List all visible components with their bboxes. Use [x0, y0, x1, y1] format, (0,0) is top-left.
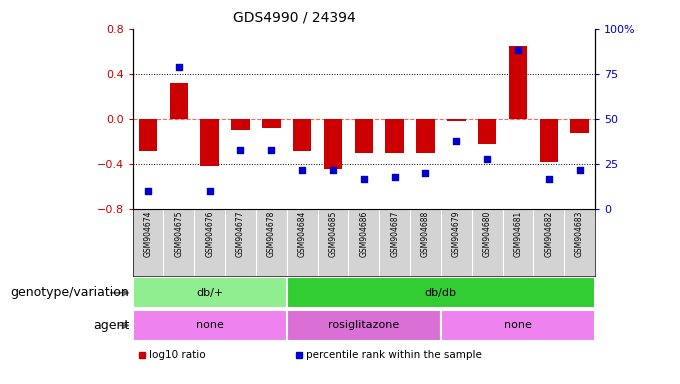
Bar [133, 277, 287, 308]
Point [266, 147, 277, 153]
Text: percentile rank within the sample: percentile rank within the sample [306, 350, 482, 360]
Bar [324, 119, 342, 169]
Bar [231, 119, 250, 130]
Text: GSM904677: GSM904677 [236, 210, 245, 257]
Text: GSM904684: GSM904684 [298, 210, 307, 257]
Text: GSM904686: GSM904686 [359, 210, 369, 257]
Point [204, 188, 215, 194]
Bar [509, 46, 527, 119]
Point [328, 167, 339, 173]
Point [451, 137, 462, 144]
Text: genotype/variation: genotype/variation [10, 286, 129, 299]
Text: agent: agent [93, 319, 129, 332]
Text: log10 ratio: log10 ratio [149, 350, 205, 360]
Bar [287, 310, 441, 341]
Text: GSM904674: GSM904674 [143, 210, 152, 257]
Bar [441, 310, 595, 341]
Text: GSM904679: GSM904679 [452, 210, 461, 257]
Bar [539, 119, 558, 162]
Text: GSM904676: GSM904676 [205, 210, 214, 257]
Bar [386, 119, 404, 153]
Bar [447, 119, 466, 121]
Bar [287, 277, 595, 308]
Text: GSM904678: GSM904678 [267, 210, 276, 257]
Bar [262, 119, 281, 128]
Text: GDS4990 / 24394: GDS4990 / 24394 [233, 11, 356, 25]
Bar [139, 119, 157, 151]
Bar [201, 119, 219, 166]
Point [143, 188, 154, 194]
Text: GSM904675: GSM904675 [174, 210, 184, 257]
Text: db/db: db/db [425, 288, 457, 298]
Bar [354, 119, 373, 153]
Point [574, 167, 585, 173]
Point [481, 156, 492, 162]
Text: GSM904687: GSM904687 [390, 210, 399, 257]
Bar [169, 83, 188, 119]
Text: none: none [196, 320, 224, 331]
Text: GSM904683: GSM904683 [575, 210, 584, 257]
Point [358, 175, 369, 182]
Bar [478, 119, 496, 144]
Text: GSM904681: GSM904681 [513, 210, 522, 257]
Text: db/+: db/+ [196, 288, 223, 298]
Text: GSM904688: GSM904688 [421, 210, 430, 257]
Point [420, 170, 431, 176]
Point [389, 174, 400, 180]
Bar [133, 310, 287, 341]
Text: GSM904685: GSM904685 [328, 210, 337, 257]
Bar [571, 119, 589, 132]
Point [296, 167, 307, 173]
Point [173, 64, 184, 70]
Point [543, 175, 554, 182]
Text: rosiglitazone: rosiglitazone [328, 320, 399, 331]
Text: GSM904680: GSM904680 [483, 210, 492, 257]
Bar [293, 119, 311, 151]
Point [235, 147, 246, 153]
Text: none: none [504, 320, 532, 331]
Bar [416, 119, 435, 153]
Point [513, 47, 524, 53]
Text: GSM904682: GSM904682 [544, 210, 554, 257]
